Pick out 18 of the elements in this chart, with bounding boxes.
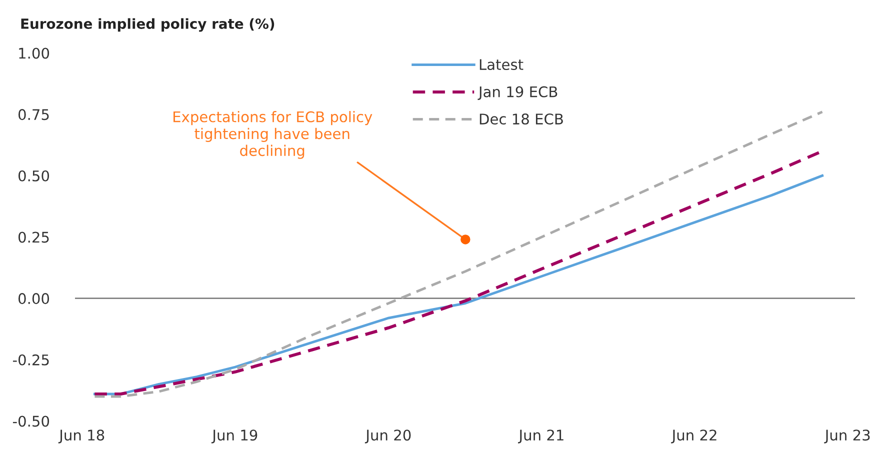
y-tick-label: 0.25: [18, 232, 49, 243]
annotation: Expectations for ECB policy tightening have been declining: [174, 111, 372, 159]
x-tick-label: Jun 23: [824, 430, 870, 444]
y-tick-label: -0.25: [12, 354, 49, 366]
legend-label: Jan 19 ECB: [478, 86, 558, 100]
x-tick-label: Jun 21: [518, 430, 564, 444]
y-tick-label: 0.75: [18, 109, 49, 120]
x-tick-label: Jun 18: [58, 430, 104, 444]
y-tick-label: 1.00: [19, 48, 50, 59]
y-tick-label: 0.50: [18, 170, 50, 182]
chart-title: Eurozone implied policy rate (%): [21, 18, 274, 32]
x-tick-label: Jun 22: [671, 430, 716, 444]
y-tick-label: 0.00: [18, 293, 50, 304]
y-tick-label: -0.50: [12, 416, 50, 427]
x-tick-label: Jun 19: [211, 430, 258, 444]
legend-label: Latest: [480, 59, 524, 70]
x-tick-label: Jun 20: [364, 430, 411, 444]
legend-label: Dec 18 ECB: [480, 114, 563, 125]
